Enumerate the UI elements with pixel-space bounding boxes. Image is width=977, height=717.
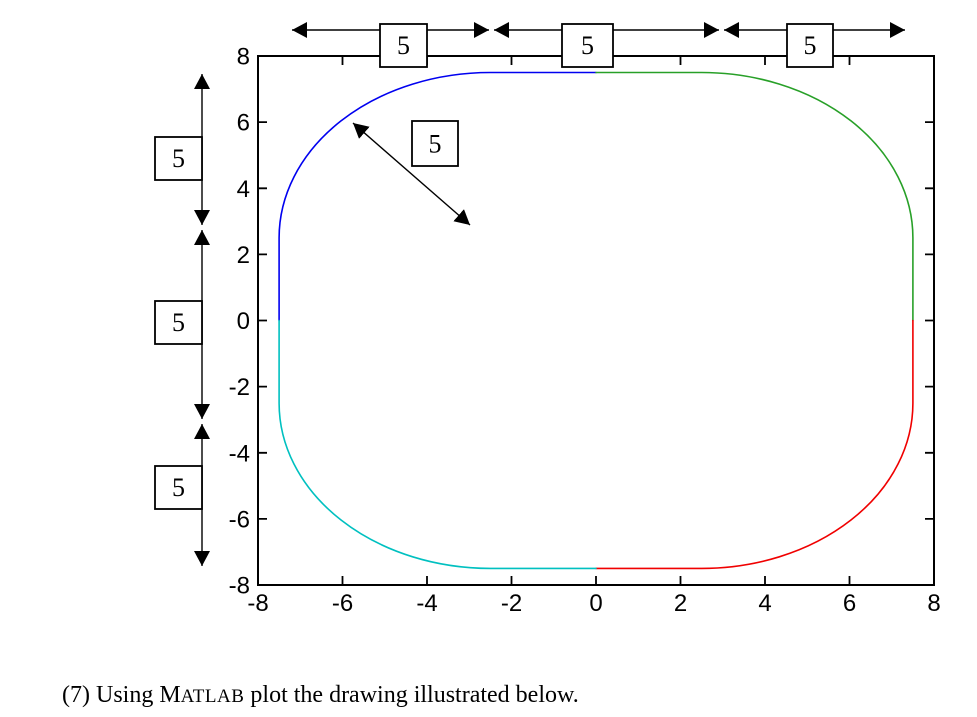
y-tick-label: 4 bbox=[237, 176, 250, 203]
figure-caption: (7) Using MATLAB plot the drawing illust… bbox=[62, 682, 922, 709]
dimension-label: 5 bbox=[581, 31, 594, 60]
y-tick-label: -6 bbox=[229, 506, 250, 533]
x-tick-label: -8 bbox=[247, 590, 268, 617]
dimension-label-box bbox=[154, 465, 203, 510]
dimension-label-box bbox=[154, 300, 203, 345]
y-tick-label: -4 bbox=[229, 440, 250, 467]
dimension-label: 5 bbox=[397, 31, 410, 60]
dimension-label-box bbox=[379, 23, 428, 68]
x-tick-label: 6 bbox=[843, 590, 856, 617]
y-tick-label: -8 bbox=[229, 573, 250, 600]
x-tick-label: 4 bbox=[758, 590, 771, 617]
x-tick-label: 0 bbox=[589, 590, 602, 617]
y-tick-label: 6 bbox=[237, 110, 250, 137]
curve-lower-left-cyan bbox=[278, 319, 597, 570]
caption-brand-smallcaps: ATLAB bbox=[180, 686, 245, 707]
dimension-label-box bbox=[411, 120, 459, 167]
figure-canvas: -8 -6 -4 -2 0 2 4 6 8 8 6 4 2 0 -2 -4 -6… bbox=[154, 22, 941, 618]
x-tick-label: -2 bbox=[501, 590, 522, 617]
x-tick-label: -4 bbox=[416, 590, 437, 617]
plot-area: -8 -6 -4 -2 0 2 4 6 8 8 6 4 2 0 -2 -4 -6… bbox=[229, 44, 941, 618]
y-axis-tick-labels: 8 6 4 2 0 -2 -4 -6 -8 bbox=[229, 44, 250, 600]
dimension-label: 5 bbox=[429, 130, 442, 159]
dimension-label: 5 bbox=[172, 144, 185, 173]
curve-lower-right-red bbox=[595, 319, 914, 570]
dimension-label: 5 bbox=[804, 31, 817, 60]
axes-box bbox=[257, 55, 935, 586]
y-tick-label: -2 bbox=[229, 374, 250, 401]
dimension-label: 5 bbox=[172, 473, 185, 502]
dimension-label-box bbox=[154, 136, 203, 181]
top-dimension-annotation: 5 5 5 bbox=[292, 22, 905, 68]
x-axis-tick-labels: -8 -6 -4 -2 0 2 4 6 8 bbox=[247, 590, 940, 617]
dimension-label-box bbox=[786, 23, 834, 68]
axis-tick-marks bbox=[257, 56, 935, 585]
y-tick-label: 8 bbox=[237, 44, 250, 71]
diagonal-dimension-annotation: 5 bbox=[352, 120, 471, 226]
dimension-label-box bbox=[561, 23, 614, 68]
y-tick-label: 0 bbox=[237, 308, 250, 335]
caption-brand-initial: M bbox=[159, 682, 181, 708]
curve-series bbox=[278, 71, 914, 570]
caption-prefix: (7) Using bbox=[62, 682, 160, 708]
x-tick-label: 8 bbox=[927, 590, 940, 617]
curve-upper-left-blue bbox=[278, 71, 597, 322]
y-tick-label: 2 bbox=[237, 242, 250, 269]
left-dimension-annotation: 5 5 5 bbox=[154, 74, 210, 566]
x-tick-label: 2 bbox=[674, 590, 687, 617]
curve-upper-right-green bbox=[595, 71, 914, 322]
dimension-label: 5 bbox=[172, 308, 185, 337]
x-tick-label: -6 bbox=[332, 590, 353, 617]
caption-suffix: plot the drawing illustrated below. bbox=[244, 682, 579, 708]
dimension-arrow bbox=[352, 122, 471, 226]
